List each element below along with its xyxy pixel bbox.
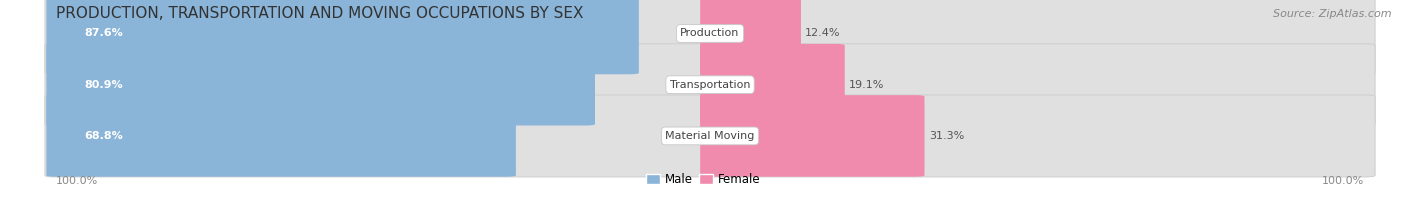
Text: 100.0%: 100.0% <box>56 176 98 186</box>
Text: Material Moving: Material Moving <box>665 131 755 141</box>
Text: 12.4%: 12.4% <box>806 29 841 38</box>
FancyBboxPatch shape <box>700 44 845 125</box>
Text: Production: Production <box>681 29 740 38</box>
FancyBboxPatch shape <box>45 0 1375 74</box>
FancyBboxPatch shape <box>46 44 595 125</box>
Text: 68.8%: 68.8% <box>84 131 124 141</box>
Text: 19.1%: 19.1% <box>849 80 884 90</box>
FancyBboxPatch shape <box>45 95 1375 177</box>
FancyBboxPatch shape <box>700 95 925 177</box>
FancyBboxPatch shape <box>45 44 1375 126</box>
Text: 31.3%: 31.3% <box>929 131 965 141</box>
Text: Transportation: Transportation <box>669 80 751 90</box>
Text: 80.9%: 80.9% <box>84 80 122 90</box>
Text: Source: ZipAtlas.com: Source: ZipAtlas.com <box>1274 9 1392 19</box>
Legend: Male, Female: Male, Female <box>641 169 765 191</box>
FancyBboxPatch shape <box>700 0 801 74</box>
FancyBboxPatch shape <box>46 95 516 177</box>
Text: PRODUCTION, TRANSPORTATION AND MOVING OCCUPATIONS BY SEX: PRODUCTION, TRANSPORTATION AND MOVING OC… <box>56 6 583 21</box>
FancyBboxPatch shape <box>46 0 638 74</box>
Text: 100.0%: 100.0% <box>1322 176 1364 186</box>
Text: 87.6%: 87.6% <box>84 29 124 38</box>
